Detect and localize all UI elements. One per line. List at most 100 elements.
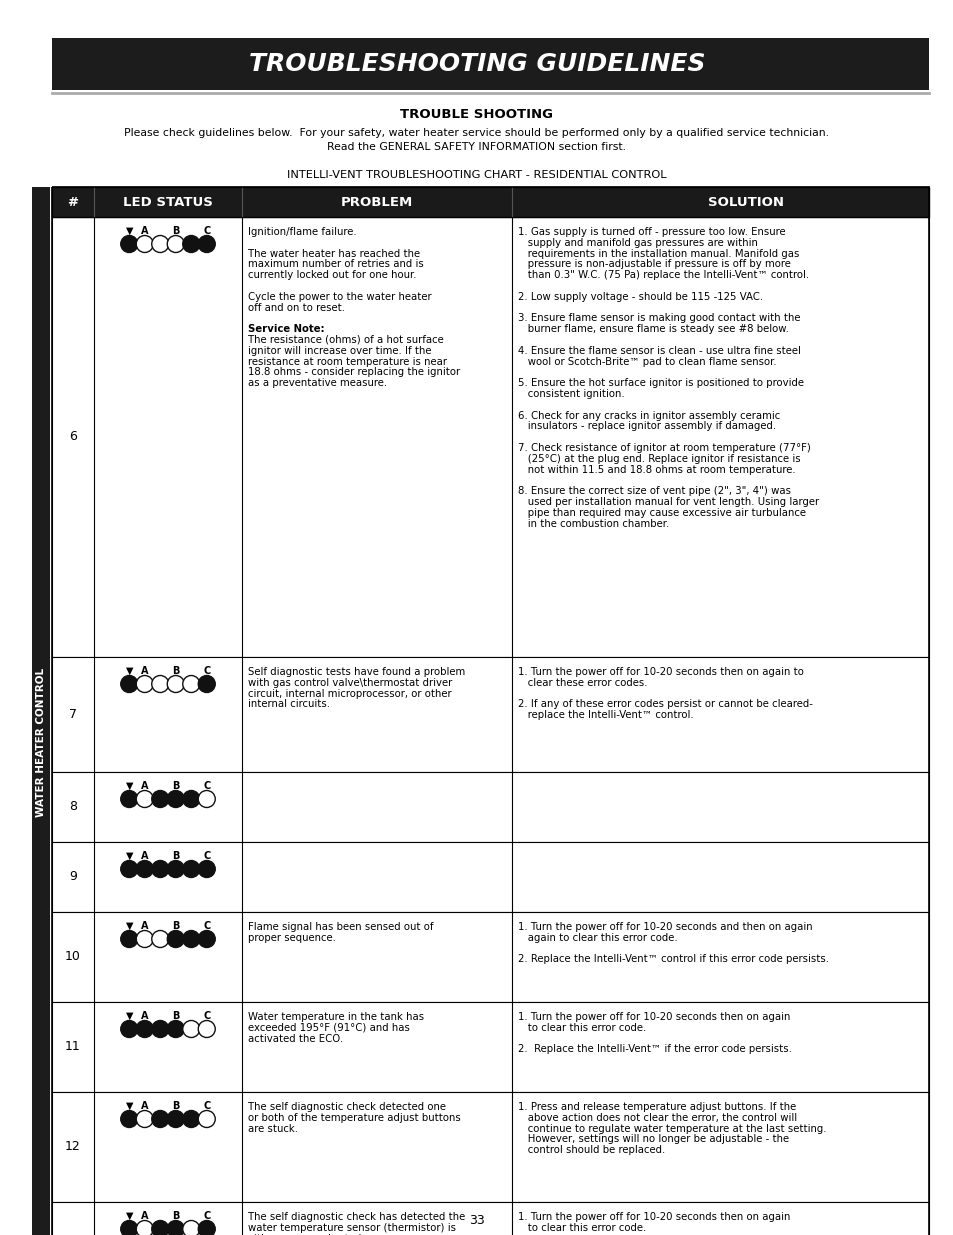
Text: Service Note:: Service Note: <box>248 325 324 335</box>
Text: A: A <box>141 1212 149 1221</box>
Text: 3. Ensure flame sensor is making good contact with the: 3. Ensure flame sensor is making good co… <box>517 314 800 324</box>
Text: pressure is non-adjustable if pressure is off by more: pressure is non-adjustable if pressure i… <box>517 259 790 269</box>
Text: 12: 12 <box>65 1140 81 1153</box>
Text: The self diagnostic check has detected the: The self diagnostic check has detected t… <box>248 1212 465 1221</box>
Circle shape <box>183 1110 199 1128</box>
Text: Please check guidelines below.  For your safety, water heater service should be : Please check guidelines below. For your … <box>125 128 828 138</box>
Text: pipe than required may cause excessive air turbulance: pipe than required may cause excessive a… <box>517 508 805 517</box>
Circle shape <box>121 1110 137 1128</box>
Circle shape <box>167 930 184 947</box>
Text: 1. Turn the power off for 10-20 seconds then on again: 1. Turn the power off for 10-20 seconds … <box>517 1011 789 1023</box>
Text: C: C <box>203 666 211 676</box>
Text: currently locked out for one hour.: currently locked out for one hour. <box>248 270 416 280</box>
Circle shape <box>136 236 153 252</box>
Text: (25°C) at the plug end. Replace ignitor if resistance is: (25°C) at the plug end. Replace ignitor … <box>517 453 800 464</box>
Text: ▼: ▼ <box>126 1212 132 1221</box>
Text: not within 11.5 and 18.8 ohms at room temperature.: not within 11.5 and 18.8 ohms at room te… <box>517 464 795 474</box>
Text: Self diagnostic tests have found a problem: Self diagnostic tests have found a probl… <box>248 667 465 677</box>
Text: maximum number of retries and is: maximum number of retries and is <box>248 259 423 269</box>
Bar <box>52 772 928 842</box>
Text: 8. Ensure the correct size of vent pipe (2", 3", 4") was: 8. Ensure the correct size of vent pipe … <box>517 487 790 496</box>
Bar <box>52 1002 928 1092</box>
Text: B: B <box>172 1011 179 1021</box>
Circle shape <box>136 1220 153 1235</box>
Text: proper sequence.: proper sequence. <box>248 932 335 942</box>
Circle shape <box>198 236 215 252</box>
Text: control should be replaced.: control should be replaced. <box>517 1145 664 1155</box>
Text: 5. Ensure the hot surface ignitor is positioned to provide: 5. Ensure the hot surface ignitor is pos… <box>517 378 803 388</box>
Circle shape <box>198 790 215 808</box>
Circle shape <box>183 930 199 947</box>
Circle shape <box>152 1220 169 1235</box>
Text: 18.8 ohms - consider replacing the ignitor: 18.8 ohms - consider replacing the ignit… <box>248 367 459 378</box>
Text: requirements in the installation manual. Manifold gas: requirements in the installation manual.… <box>517 248 799 258</box>
Text: water temperature sensor (thermistor) is: water temperature sensor (thermistor) is <box>248 1223 456 1233</box>
Circle shape <box>183 861 199 878</box>
Text: Read the GENERAL SAFETY INFORMATION section first.: Read the GENERAL SAFETY INFORMATION sect… <box>327 142 626 152</box>
Circle shape <box>167 236 184 252</box>
Bar <box>52 186 928 1235</box>
Bar <box>32 186 50 1235</box>
Text: wool or Scotch-Brite™ pad to clean flame sensor.: wool or Scotch-Brite™ pad to clean flame… <box>517 357 776 367</box>
Circle shape <box>198 1110 215 1128</box>
Text: A: A <box>141 781 149 790</box>
Text: circuit, internal microprocessor, or other: circuit, internal microprocessor, or oth… <box>248 689 451 699</box>
Text: 4. Ensure the flame sensor is clean - use ultra fine steel: 4. Ensure the flame sensor is clean - us… <box>517 346 800 356</box>
Text: B: B <box>172 1100 179 1112</box>
Text: supply and manifold gas pressures are within: supply and manifold gas pressures are wi… <box>517 238 757 248</box>
Text: 7: 7 <box>69 708 77 721</box>
Text: TROUBLE SHOOTING: TROUBLE SHOOTING <box>400 109 553 121</box>
Circle shape <box>152 790 169 808</box>
Text: 2. If any of these error codes persist or cannot be cleared-: 2. If any of these error codes persist o… <box>517 699 812 709</box>
Text: ▼: ▼ <box>126 1100 132 1112</box>
Circle shape <box>121 236 137 252</box>
Text: PROBLEM: PROBLEM <box>340 195 413 209</box>
Text: internal circuits.: internal circuits. <box>248 699 330 709</box>
Circle shape <box>198 1020 215 1037</box>
Circle shape <box>136 861 153 878</box>
Circle shape <box>167 1020 184 1037</box>
Text: are stuck.: are stuck. <box>248 1124 297 1134</box>
Text: 2. Low supply voltage - should be 115 -125 VAC.: 2. Low supply voltage - should be 115 -1… <box>517 291 762 301</box>
Text: in the combustion chamber.: in the combustion chamber. <box>517 519 669 529</box>
Circle shape <box>136 1110 153 1128</box>
Text: 8: 8 <box>69 800 77 814</box>
Text: 1. Turn the power off for 10-20 seconds then on again: 1. Turn the power off for 10-20 seconds … <box>517 1212 789 1221</box>
Circle shape <box>198 861 215 878</box>
Text: The self diagnostic check detected one: The self diagnostic check detected one <box>248 1102 446 1112</box>
Circle shape <box>198 676 215 693</box>
Text: as a preventative measure.: as a preventative measure. <box>248 378 387 388</box>
Text: 2.  Replace the Intelli-Vent™ if the error code persists.: 2. Replace the Intelli-Vent™ if the erro… <box>517 1045 791 1055</box>
Text: above action does not clear the error, the control will: above action does not clear the error, t… <box>517 1113 797 1123</box>
Circle shape <box>198 930 215 947</box>
Bar <box>52 38 928 90</box>
Circle shape <box>152 676 169 693</box>
Text: C: C <box>203 226 211 236</box>
Text: with gas control valve\thermostat driver: with gas control valve\thermostat driver <box>248 678 452 688</box>
Text: ▼: ▼ <box>126 921 132 931</box>
Text: B: B <box>172 1212 179 1221</box>
Circle shape <box>121 1220 137 1235</box>
Circle shape <box>121 930 137 947</box>
Text: off and on to reset.: off and on to reset. <box>248 303 345 312</box>
Text: A: A <box>141 851 149 861</box>
Circle shape <box>136 676 153 693</box>
Circle shape <box>121 861 137 878</box>
Text: A: A <box>141 226 149 236</box>
Bar <box>52 911 928 1002</box>
Text: clear these error codes.: clear these error codes. <box>517 678 647 688</box>
Text: burner flame, ensure flame is steady see #8 below.: burner flame, ensure flame is steady see… <box>517 325 788 335</box>
Circle shape <box>136 790 153 808</box>
Text: The resistance (ohms) of a hot surface: The resistance (ohms) of a hot surface <box>248 335 443 345</box>
Text: 1. Gas supply is turned off - pressure too low. Ensure: 1. Gas supply is turned off - pressure t… <box>517 227 785 237</box>
Circle shape <box>183 1220 199 1235</box>
Circle shape <box>167 1110 184 1128</box>
Text: A: A <box>141 1011 149 1021</box>
Text: 1. Turn the power off for 10-20 seconds and then on again: 1. Turn the power off for 10-20 seconds … <box>517 923 812 932</box>
Text: B: B <box>172 781 179 790</box>
Text: or both of the temperature adjust buttons: or both of the temperature adjust button… <box>248 1113 460 1123</box>
Circle shape <box>183 236 199 252</box>
Bar <box>52 186 928 217</box>
Text: continue to regulate water temperature at the last setting.: continue to regulate water temperature a… <box>517 1124 825 1134</box>
Circle shape <box>183 676 199 693</box>
